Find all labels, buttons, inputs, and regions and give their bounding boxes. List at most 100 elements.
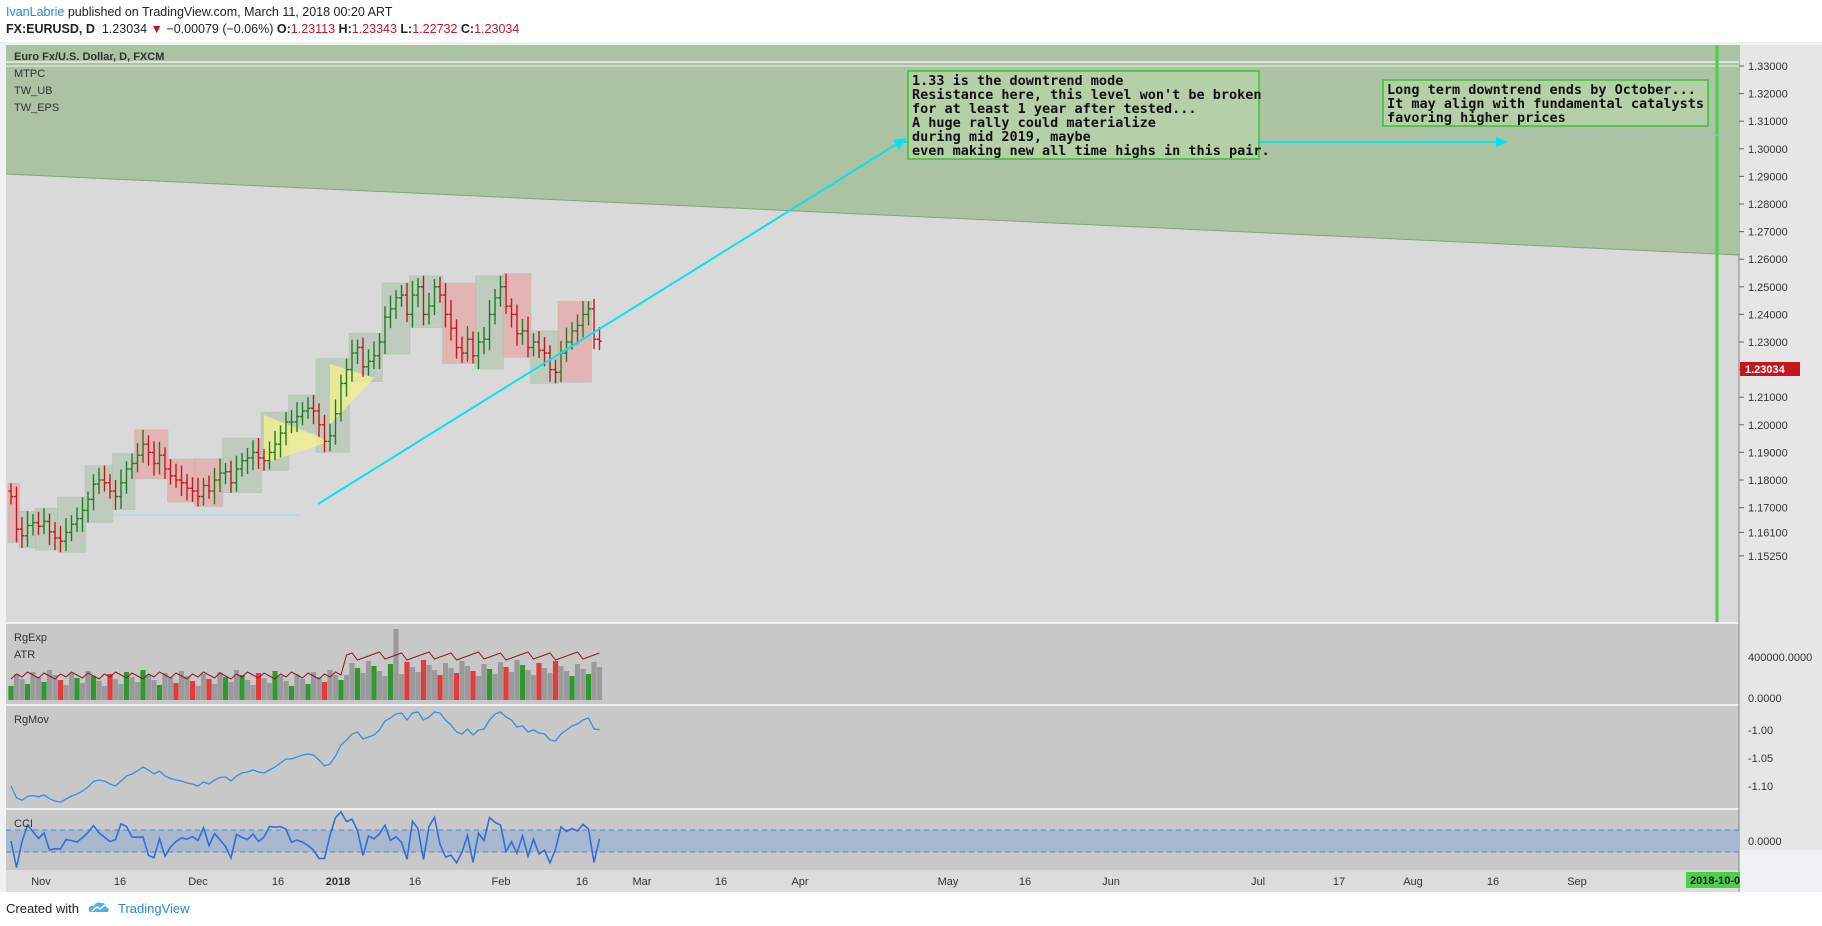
price-tick-label: 1.19000: [1748, 447, 1788, 459]
study-tw-eps: TW_EPS: [14, 102, 59, 114]
volume-bar: [145, 675, 152, 700]
chart-canvas[interactable]: 1.33000 1.32000 1.31000 1.30000 1.29000 1.280…: [0, 42, 1822, 892]
note-1-line-1: 1.33 is the downtrend mode: [912, 73, 1123, 89]
volume-bar: [596, 667, 603, 700]
price-tick-label: 1.32000: [1748, 89, 1788, 101]
volume-bar: [189, 681, 196, 700]
volume-bar: [371, 666, 377, 700]
price-tick-label: 1.27000: [1748, 227, 1788, 239]
time-tick-label: 16: [272, 876, 284, 888]
volume-bar: [354, 668, 361, 700]
regime-box: [7, 483, 20, 543]
volume-bar: [536, 663, 542, 700]
volume-bar: [233, 670, 240, 700]
volume-bar: [294, 674, 300, 700]
price-tick-label: 1.16100: [1748, 527, 1788, 539]
low-label: L:: [400, 22, 413, 36]
price-axis-bg: [1739, 45, 1822, 850]
volume-bar: [464, 666, 471, 700]
price-tick-label: 1.15250: [1748, 551, 1788, 563]
author-link[interactable]: IvanLabrie: [6, 5, 65, 19]
close-label: C:: [460, 22, 475, 36]
tradingview-link[interactable]: TradingView: [118, 901, 190, 916]
time-tick-label: Feb: [492, 876, 511, 888]
note-1-line-4: A huge rally could materialize: [912, 115, 1156, 131]
time-tick-label: Sep: [1567, 876, 1587, 888]
rally-arrow: [317, 141, 901, 505]
note-1-line-2: Resistance here, this level won't be bro…: [912, 87, 1262, 103]
down-arrow-icon: ▼: [150, 22, 163, 36]
publish-line: IvanLabrie published on TradingView.com,…: [6, 5, 392, 19]
regime-box: [112, 453, 136, 511]
ohlc-line: FX:EURUSD, D 1.23034 ▼ −0.00079 (−0.06%)…: [6, 22, 519, 36]
volume-bar: [140, 670, 146, 700]
volume-bar: [156, 685, 163, 700]
volume-bar: [173, 683, 179, 700]
rgmov-axis-3: -1.10: [1748, 781, 1773, 793]
indicator-lines: [10, 651, 601, 868]
note-1-line-5: during mid 2019, maybe: [912, 129, 1091, 145]
open-value: 1.23113: [290, 22, 336, 36]
note-2-line-3: favoring higher prices: [1387, 110, 1566, 126]
volume-bar: [585, 674, 592, 700]
price-tick-label: 1.17000: [1748, 503, 1788, 515]
volume-bar: [8, 686, 14, 700]
rgmov-line: [10, 711, 600, 803]
regime-box: [134, 429, 169, 480]
resistance-zone-edge: [5, 173, 1740, 256]
volume-bar: [195, 686, 201, 700]
volume-bar: [398, 674, 405, 700]
volume-bar: [338, 680, 344, 700]
volume-bar: [266, 683, 273, 700]
volume-bar: [250, 685, 256, 700]
volume-bar: [563, 671, 570, 700]
volume-bar: [360, 673, 366, 700]
volume-bar: [123, 672, 130, 700]
note-2-line-2: It may align with fundamental catalysts: [1387, 96, 1704, 112]
volume-bar: [437, 675, 443, 700]
volume-bar: [206, 679, 212, 700]
time-tick-label: 16: [114, 876, 126, 888]
volume-bar: [310, 672, 317, 700]
volume-bar: [481, 664, 487, 700]
time-tick-label: Mar: [633, 876, 652, 888]
volume-bar: [547, 673, 553, 700]
volume-bar: [52, 675, 58, 700]
published-text: published on TradingView.com, March 11, …: [64, 5, 393, 19]
time-axis-bg: [6, 870, 1739, 892]
open-label: O:: [276, 22, 291, 36]
vol-axis-0: 0.0000: [1748, 693, 1782, 705]
volume-bar: [387, 664, 394, 700]
volume-bar: [46, 670, 53, 700]
volume-bar: [492, 674, 498, 700]
volume-bar: [486, 669, 493, 700]
volume-bar: [332, 675, 339, 700]
volume-bar: [134, 682, 141, 700]
volume-bar: [24, 684, 31, 700]
chart-header: IvanLabrie published on TradingView.com,…: [0, 0, 1822, 42]
volume-bar: [151, 680, 157, 700]
time-tick-label: 17: [1333, 876, 1345, 888]
volume-bar: [574, 664, 581, 700]
volume-bar: [475, 676, 482, 700]
volume-bar: [85, 671, 91, 700]
volume-bar: [255, 673, 262, 700]
price-tick-label: 1.20000: [1748, 420, 1788, 432]
cci-axis-0: 0.0000: [1748, 836, 1782, 848]
time-tick-label: Nov: [31, 876, 51, 888]
volume-bar: [68, 673, 75, 700]
note-box-2: [1382, 79, 1709, 127]
resistance-zone: [6, 45, 1739, 255]
volume-bar: [426, 665, 432, 700]
volume-bar: [35, 677, 42, 700]
study-mtpc: MTPC: [14, 68, 45, 80]
volume-bar: [497, 662, 504, 700]
volume-bar: [591, 662, 597, 700]
volume-bar: [442, 663, 449, 700]
volume-bar: [431, 670, 438, 700]
pane-label-atr: ATR: [14, 649, 35, 661]
pane-label-rgexp: RgExp: [14, 632, 47, 644]
cci-line: [10, 810, 601, 868]
time-axis: Nov 16 Dec 16 2018 16 Feb 16 Mar 16 Apr May 16 Jun Jul…: [31, 876, 1587, 888]
volume-bar: [382, 676, 388, 700]
